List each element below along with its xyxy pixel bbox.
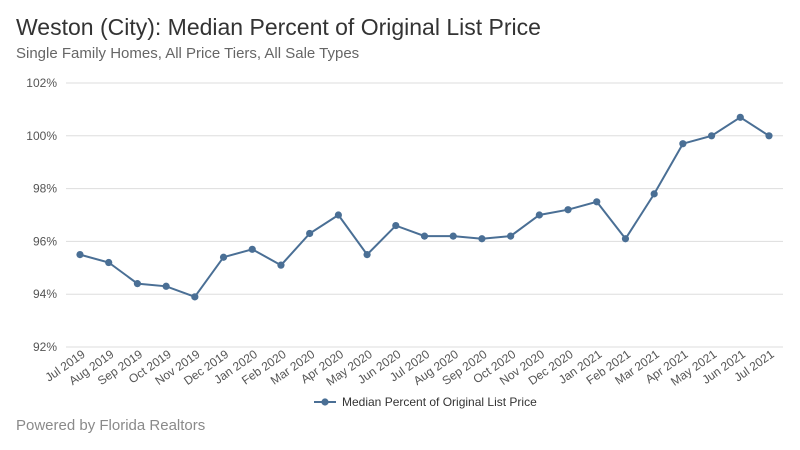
legend: Median Percent of Original List Price xyxy=(314,395,537,409)
y-axis-ticks: 92% 94% 96% 98% 100% 102% xyxy=(26,76,57,354)
data-point[interactable] xyxy=(650,190,658,198)
data-point[interactable] xyxy=(420,232,429,240)
data-point[interactable] xyxy=(621,235,630,243)
y-tick-label: 100% xyxy=(26,129,57,143)
data-point[interactable] xyxy=(277,261,285,269)
data-point[interactable] xyxy=(478,235,486,243)
data-point[interactable] xyxy=(736,113,744,121)
data-point[interactable] xyxy=(593,198,601,206)
data-point[interactable] xyxy=(535,211,543,219)
y-tick-label: 98% xyxy=(33,182,57,196)
gridlines xyxy=(66,82,783,348)
footer-credit: Powered by Florida Realtors xyxy=(16,417,206,434)
data-point[interactable] xyxy=(76,251,84,259)
data-point[interactable] xyxy=(507,232,515,240)
y-tick-label: 96% xyxy=(33,234,57,248)
y-tick-label: 102% xyxy=(26,76,57,90)
data-point[interactable] xyxy=(248,245,256,253)
y-tick-label: 94% xyxy=(33,287,57,301)
data-point[interactable] xyxy=(219,253,228,261)
series-group xyxy=(76,113,773,301)
data-point[interactable] xyxy=(679,140,687,148)
series-line xyxy=(79,116,770,298)
data-point[interactable] xyxy=(162,282,170,290)
data-point[interactable] xyxy=(105,258,113,267)
data-point[interactable] xyxy=(707,132,716,140)
y-tick-label: 92% xyxy=(33,340,57,354)
data-point[interactable] xyxy=(449,232,457,240)
legend-label: Median Percent of Original List Price xyxy=(342,395,537,409)
data-point[interactable] xyxy=(334,211,342,219)
data-point[interactable] xyxy=(564,206,572,214)
data-point[interactable] xyxy=(306,229,314,238)
legend-marker xyxy=(321,398,329,406)
chart-subtitle: Single Family Homes, All Price Tiers, Al… xyxy=(16,45,360,62)
data-point[interactable] xyxy=(191,293,199,301)
data-point[interactable] xyxy=(363,251,371,259)
chart-title: Weston (City): Median Percent of Origina… xyxy=(16,14,541,40)
data-point[interactable] xyxy=(133,280,142,288)
data-point[interactable] xyxy=(765,132,773,140)
data-point[interactable] xyxy=(392,221,400,230)
